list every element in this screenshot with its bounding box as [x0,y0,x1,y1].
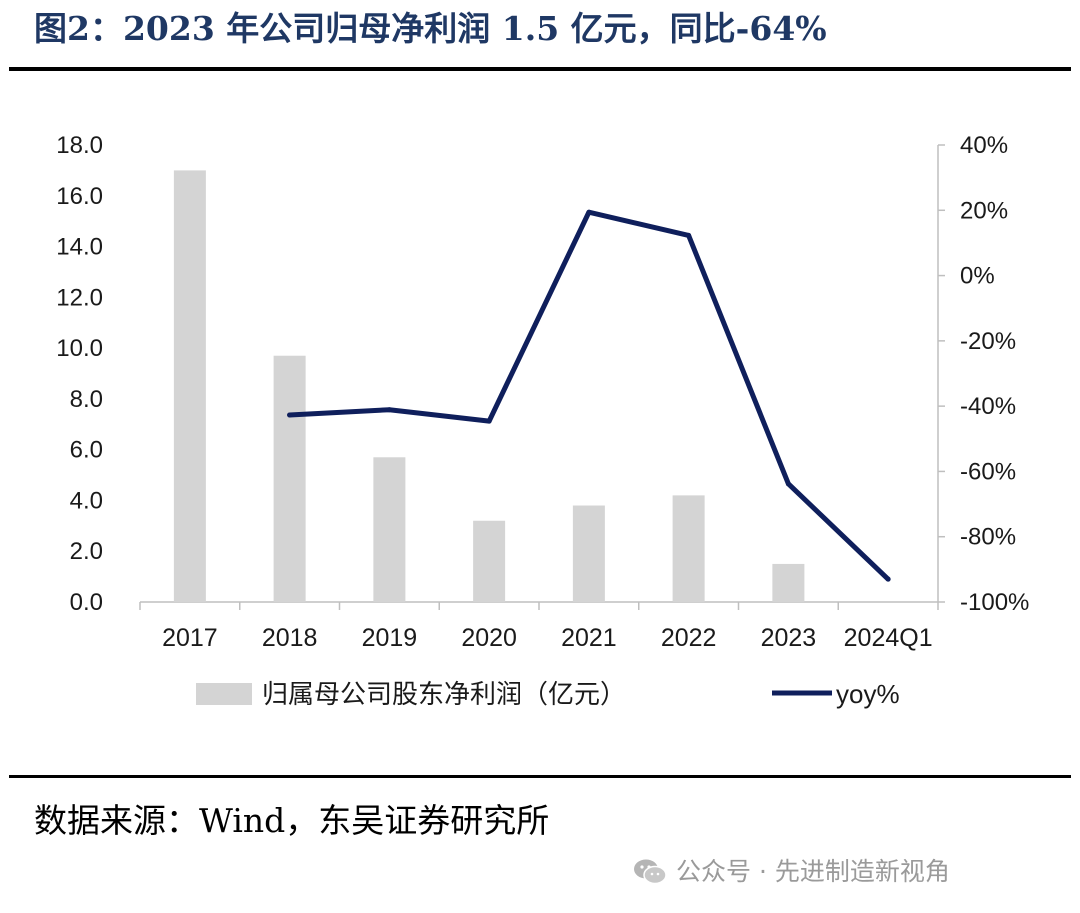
x-tick-label: 2022 [661,624,717,652]
watermark-text: 公众号 · 先进制造新视角 [676,857,950,886]
left-y-tick-label: 0.0 [70,589,103,616]
right-y-tick-label: 0% [960,263,995,290]
legend-label-line: yoy% [836,679,900,709]
yoy-point-2024Q1 [885,576,891,582]
bar-2019 [373,457,406,602]
left-y-tick-label: 14.0 [56,234,103,261]
legend-swatch-bars [196,683,252,705]
figure-title: 图2：2023 年公司归母净利润 1.5 亿元，同比-64% [34,9,827,48]
bar-2022 [672,495,705,602]
right-y-tick-label: 20% [960,197,1008,224]
x-tick-label: 2019 [362,624,418,652]
left-y-tick-label: 2.0 [70,538,103,565]
bar-2023 [772,563,805,602]
x-tick-label: 2017 [162,624,218,652]
top-rule [9,67,1071,71]
left-y-tick-label: 18.0 [56,132,103,159]
yoy-point-2020 [486,418,492,424]
left-y-tick-label: 8.0 [70,386,103,413]
yoy-point-2018 [287,412,293,418]
x-tick-label: 2021 [561,624,617,652]
right-y-tick-label: -100% [960,589,1029,616]
right-y-tick-label: -20% [960,328,1016,355]
yoy-point-2023 [785,481,791,487]
wechat-icon [634,859,667,885]
x-tick-label: 2023 [761,624,817,652]
source-note: 数据来源：Wind，东吴证券研究所 [34,801,550,840]
left-y-tick-label: 12.0 [56,284,103,311]
left-y-tick-label: 6.0 [70,437,103,464]
bottom-rule [9,775,1071,778]
x-tick-label: 2018 [262,624,318,652]
x-tick-label: 2024Q1 [844,624,933,652]
left-y-tick-label: 16.0 [56,183,103,210]
bar-2021 [572,505,605,602]
yoy-point-2019 [386,407,392,413]
bar-2018 [273,355,306,602]
yoy-point-2022 [686,232,692,238]
legend-label-bars: 归属母公司股东净利润（亿元） [262,680,626,710]
right-y-tick-label: -60% [960,458,1016,485]
right-y-tick-label: -80% [960,524,1016,551]
left-y-tick-label: 4.0 [70,487,103,514]
x-tick-label: 2020 [461,624,517,652]
bar-2020 [473,520,506,602]
left-y-tick-label: 10.0 [56,335,103,362]
right-y-tick-label: -40% [960,393,1016,420]
yoy-point-2021 [586,209,592,215]
bar-2017 [173,170,206,602]
right-y-tick-label: 40% [960,132,1008,159]
watermark: 公众号 · 先进制造新视角 [634,852,950,892]
